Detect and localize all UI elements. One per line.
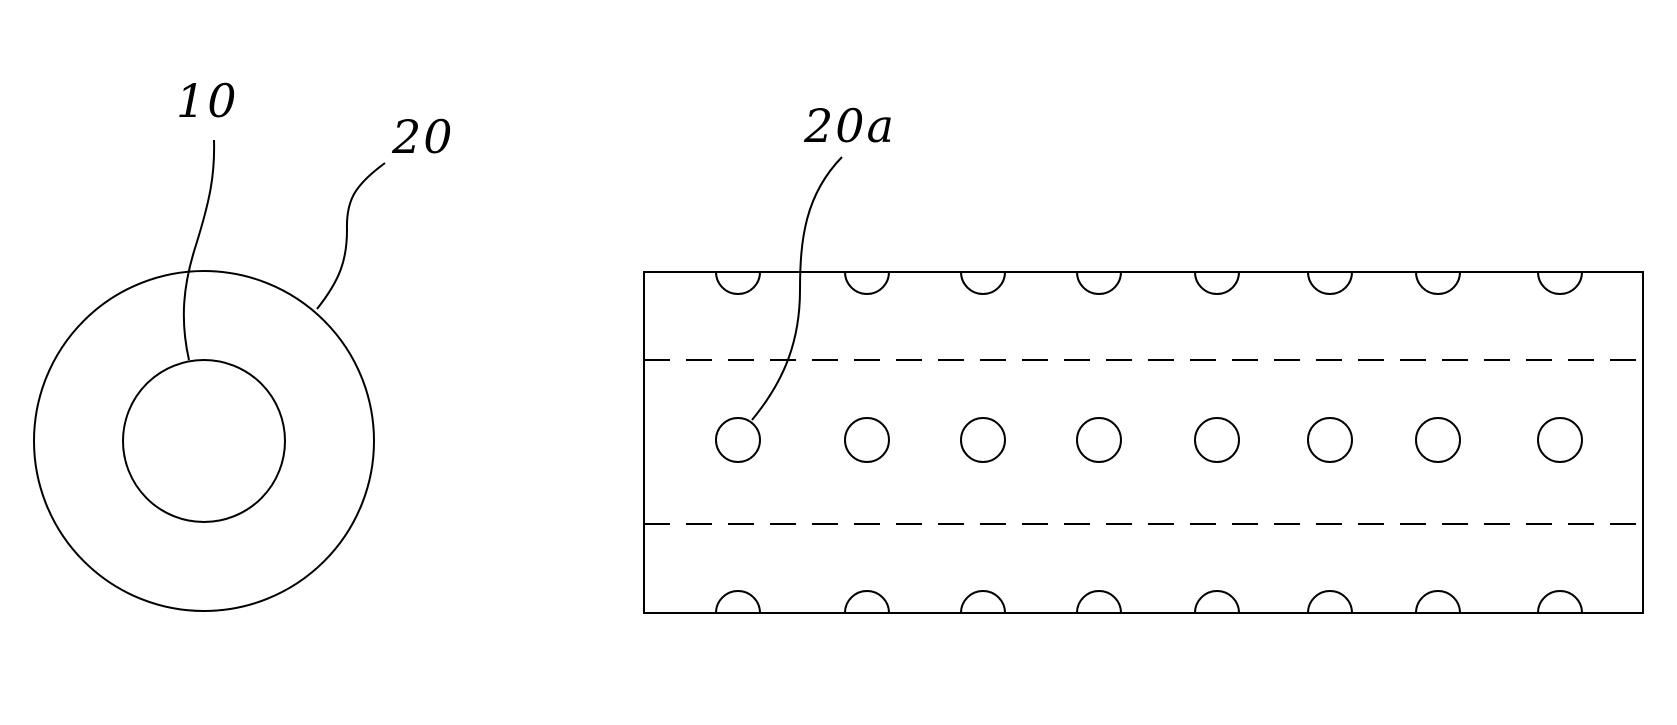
hole-middle-6 <box>1308 418 1352 462</box>
hole-bottom-6 <box>1308 591 1352 613</box>
hole-middle-3 <box>961 418 1005 462</box>
hole-middle-7 <box>1416 418 1460 462</box>
hole-bottom-4 <box>1077 591 1121 613</box>
label-20: 20 <box>391 110 455 164</box>
outer-ring-circle <box>34 271 374 611</box>
hole-bottom-8 <box>1538 591 1582 613</box>
hole-middle-8 <box>1538 418 1582 462</box>
hole-bottom-2 <box>845 591 889 613</box>
hole-top-1 <box>716 272 760 294</box>
hole-middle-2 <box>845 418 889 462</box>
side-view: 20a <box>644 99 1643 613</box>
hole-row-bottom <box>716 591 1582 613</box>
leader-line-20a <box>752 157 842 420</box>
hole-bottom-1 <box>716 591 760 613</box>
hole-middle-4 <box>1077 418 1121 462</box>
hole-bottom-3 <box>961 591 1005 613</box>
hole-top-4 <box>1077 272 1121 294</box>
tube-outline <box>644 272 1643 613</box>
hole-middle-1 <box>716 418 760 462</box>
hole-top-3 <box>961 272 1005 294</box>
hole-top-5 <box>1195 272 1239 294</box>
hole-row-middle <box>716 418 1582 462</box>
hole-bottom-7 <box>1416 591 1460 613</box>
inner-core-circle <box>123 360 285 522</box>
label-10: 10 <box>176 74 239 128</box>
hole-top-2 <box>845 272 889 294</box>
hole-top-7 <box>1416 272 1460 294</box>
hole-row-top <box>716 272 1582 294</box>
leader-line-20 <box>317 163 385 309</box>
cross-section-view: 10 20 <box>34 74 455 611</box>
hole-middle-5 <box>1195 418 1239 462</box>
leader-line-10 <box>184 140 214 360</box>
hole-bottom-5 <box>1195 591 1239 613</box>
label-20a: 20a <box>803 99 896 153</box>
hole-top-8 <box>1538 272 1582 294</box>
hole-top-6 <box>1308 272 1352 294</box>
